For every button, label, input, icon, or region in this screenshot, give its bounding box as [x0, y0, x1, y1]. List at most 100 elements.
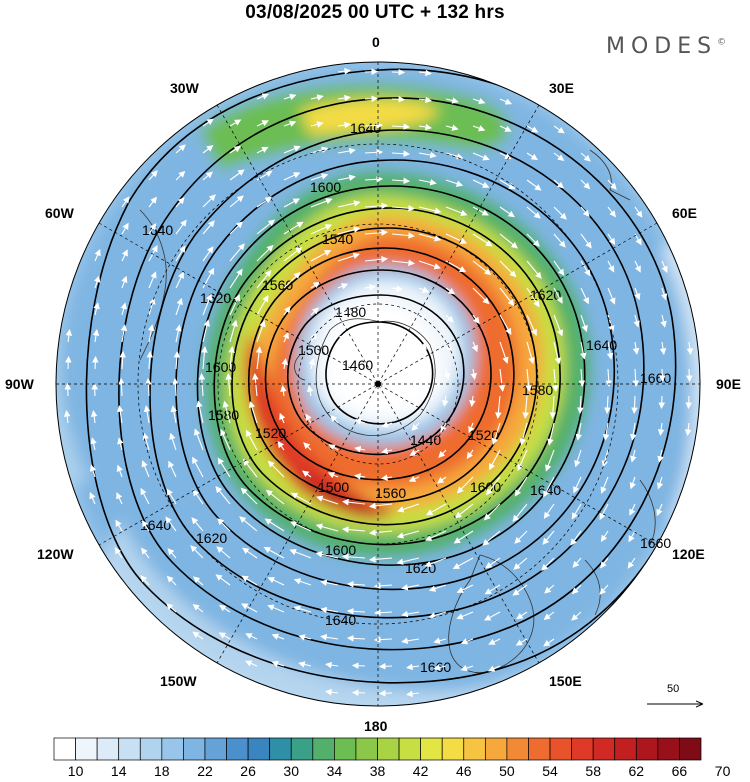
wind-vector [573, 476, 582, 494]
wind-vector [222, 400, 231, 424]
wind-vector [469, 395, 476, 407]
wind-vector [440, 422, 447, 433]
contour-label: 1540 [322, 231, 353, 247]
wind-vector [202, 220, 215, 235]
wind-vector [192, 604, 204, 613]
wind-vector [445, 206, 468, 217]
wind-vector [256, 269, 272, 289]
wind-vector [685, 395, 693, 410]
wind-vector [543, 611, 555, 620]
wind-vector [406, 663, 420, 671]
wind-vector [256, 93, 270, 100]
wind-vector [310, 224, 333, 235]
wind-vector [604, 395, 611, 415]
wind-vector [293, 578, 312, 586]
wind-vector [192, 489, 204, 505]
lon-label-60w: 60W [45, 205, 74, 221]
colorbar-tick-label: 22 [197, 763, 213, 779]
modes-logo: MODES© [606, 34, 726, 59]
wind-vector [485, 557, 501, 569]
colorbar-swatch [441, 737, 465, 761]
wind-vector [401, 610, 420, 618]
wind-vector [659, 368, 666, 383]
brand-name: MODES [606, 34, 718, 59]
contour-label: 1640 [530, 482, 561, 498]
wind-vector [578, 368, 586, 388]
wind-vector [241, 603, 258, 613]
wind-vector [660, 314, 667, 328]
wind-vector [466, 449, 474, 460]
wind-vector [499, 179, 516, 190]
wind-vector [553, 125, 565, 134]
wind-vector [193, 576, 204, 586]
wind-vector [547, 422, 555, 446]
wind-vector [256, 120, 269, 127]
wind-vector [633, 314, 640, 328]
wind-vector [580, 233, 592, 249]
wind-vector [542, 530, 555, 545]
contour-label: 1520 [468, 427, 499, 443]
wind-vector [684, 422, 692, 436]
wind-vector [289, 521, 312, 532]
wind-vector [411, 422, 420, 431]
wind-vector [121, 196, 130, 208]
colorbar-tick-label: 38 [370, 763, 386, 779]
wind-vector [229, 268, 243, 289]
wind-vector [401, 637, 420, 645]
wind-vector [256, 219, 275, 235]
wind-vector [310, 198, 333, 208]
wind-vector [424, 557, 447, 568]
wind-vector [499, 260, 517, 278]
wind-vector [201, 346, 208, 370]
colorbar-tick-label: 58 [585, 763, 601, 779]
wind-vector [600, 476, 609, 494]
wind-vector [460, 664, 474, 672]
wind-vector [575, 422, 583, 441]
wind-vector [499, 341, 509, 364]
wind-vector [526, 206, 541, 219]
wind-vector [580, 287, 589, 305]
wind-vector [526, 179, 542, 191]
wind-vector [256, 244, 274, 262]
colorbar-swatch [204, 737, 227, 761]
wind-vector [391, 150, 411, 157]
wind-vector [325, 688, 339, 696]
wind-vector [391, 204, 415, 212]
wind-vector [364, 229, 388, 236]
wind-vector [526, 233, 540, 247]
wind-vector [488, 638, 501, 645]
wind-vector [396, 557, 420, 565]
wind-vector [470, 368, 477, 380]
wind-vector [499, 233, 518, 249]
wind-vector [310, 121, 324, 128]
wind-vector [364, 284, 376, 291]
wind-vector [437, 476, 447, 484]
wind-vector [526, 314, 537, 336]
colorbar-swatch [334, 737, 357, 761]
wind-vector [486, 476, 501, 496]
wind-vector [220, 428, 231, 451]
wind-vector [337, 200, 361, 208]
wind-vector [65, 329, 73, 343]
wind-vector [320, 633, 339, 641]
wind-vector [264, 518, 285, 532]
wind-vector [541, 557, 555, 571]
wind-vector [310, 146, 329, 154]
colorbar-tick-label: 34 [327, 763, 343, 779]
copyright-mark: © [717, 37, 727, 48]
wind-vector [401, 584, 420, 591]
wind-vector [630, 449, 637, 463]
wind-vector [472, 152, 490, 161]
wind-vector [472, 314, 480, 324]
colorbar-swatch [571, 737, 594, 761]
wind-vector [121, 249, 128, 262]
wind-vector [627, 557, 636, 569]
wind-vector [484, 584, 501, 595]
wind-vector [192, 456, 204, 478]
wind-vector [229, 169, 245, 181]
wind-vector [229, 145, 242, 154]
wind-vector [140, 487, 150, 505]
wind-vector [553, 152, 565, 161]
wind-vector [552, 368, 559, 392]
wind-vector [445, 97, 459, 104]
